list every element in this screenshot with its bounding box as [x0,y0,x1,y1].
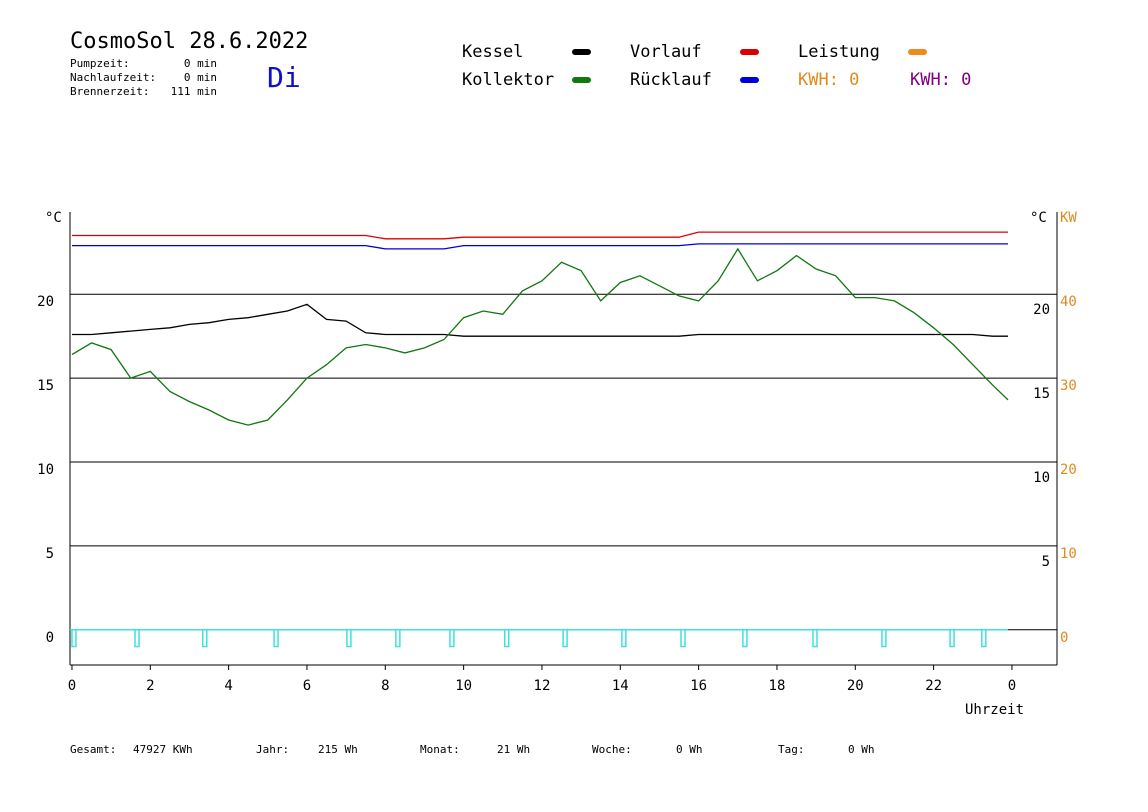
legend-label: Vorlauf [630,42,702,62]
stat-value: 111 min [171,85,217,98]
x-tick-label: 12 [534,678,551,694]
y-tick-label: 20 [37,294,54,310]
y-tick-label-right: 20 [1033,302,1050,318]
x-tick-label: 20 [847,678,864,694]
legend-label: Kessel [462,42,523,62]
footer-value: 0 Wh [676,743,703,756]
series-line [72,243,1008,250]
y-tick-label: 10 [37,462,54,478]
x-tick-label: 6 [303,678,311,694]
pulse [346,629,352,648]
y-unit: °C [45,210,62,226]
x-tick-label: 10 [455,678,472,694]
pulse [621,629,627,648]
y2-tick-label: 0 [1060,630,1068,646]
footer-label: Gesamt: [70,743,116,756]
pulse [504,629,510,648]
y-tick-label-right: 5 [1042,554,1050,570]
y2-tick-label: 20 [1060,462,1077,478]
chart-title: CosmoSol 28.6.2022 [70,29,308,54]
kwh-label: KWH: 0 [910,70,971,90]
x-tick-label: 0 [68,678,76,694]
x-tick-label: 22 [925,678,942,694]
x-tick-label: 0 [1008,678,1016,694]
y2-tick-label: 30 [1060,378,1077,394]
y2-tick-label: 40 [1060,294,1077,310]
kwh-label: KWH: 0 [798,70,859,90]
pulse [449,629,455,648]
stat-value: 0 min [184,71,217,84]
footer-value: 0 Wh [848,743,875,756]
y-tick-label: 0 [46,630,54,646]
legend-label: Rücklauf [630,70,712,90]
footer-label: Woche: [592,743,632,756]
series-line [72,231,1008,240]
pulse [202,629,208,648]
pulse [71,629,77,648]
pulse [395,629,401,648]
x-tick-label: 14 [612,678,629,694]
stat-value: 0 min [184,57,217,70]
x-tick-label: 8 [381,678,389,694]
legend-label: Kollektor [462,70,554,90]
pulse [949,629,955,648]
weekday: Di [267,61,301,94]
pulse [742,629,748,648]
footer-label: Tag: [778,743,805,756]
series-line [71,247,1009,426]
y2-unit: KW [1060,210,1077,226]
y-tick-label: 15 [37,378,54,394]
x-tick-label: 2 [146,678,154,694]
pulse [134,629,140,648]
y-tick-label-right: 10 [1033,470,1050,486]
footer-label: Monat: [420,743,460,756]
footer-value: 47927 KWh [133,743,193,756]
y-tick-label: 5 [46,546,54,562]
x-tick-label: 4 [224,678,232,694]
footer-value: 21 Wh [497,743,530,756]
y-unit-right: °C [1030,210,1047,226]
stat-label: Brennerzeit: [70,85,149,98]
pulse [812,629,818,648]
pulse [273,629,279,648]
x-axis-label: Uhrzeit [965,702,1024,718]
legend-label: Leistung [798,42,880,62]
pulse [981,629,987,648]
y2-tick-label: 10 [1060,546,1077,562]
footer-label: Jahr: [256,743,289,756]
series-line [72,303,1008,337]
pulse [562,629,568,648]
stat-label: Pumpzeit: [70,57,130,70]
x-tick-label: 18 [769,678,786,694]
stat-label: Nachlaufzeit: [70,71,156,84]
pulse [680,629,686,648]
y-tick-label-right: 15 [1033,386,1050,402]
x-tick-label: 16 [690,678,707,694]
footer-value: 215 Wh [318,743,358,756]
pulse [881,629,887,648]
